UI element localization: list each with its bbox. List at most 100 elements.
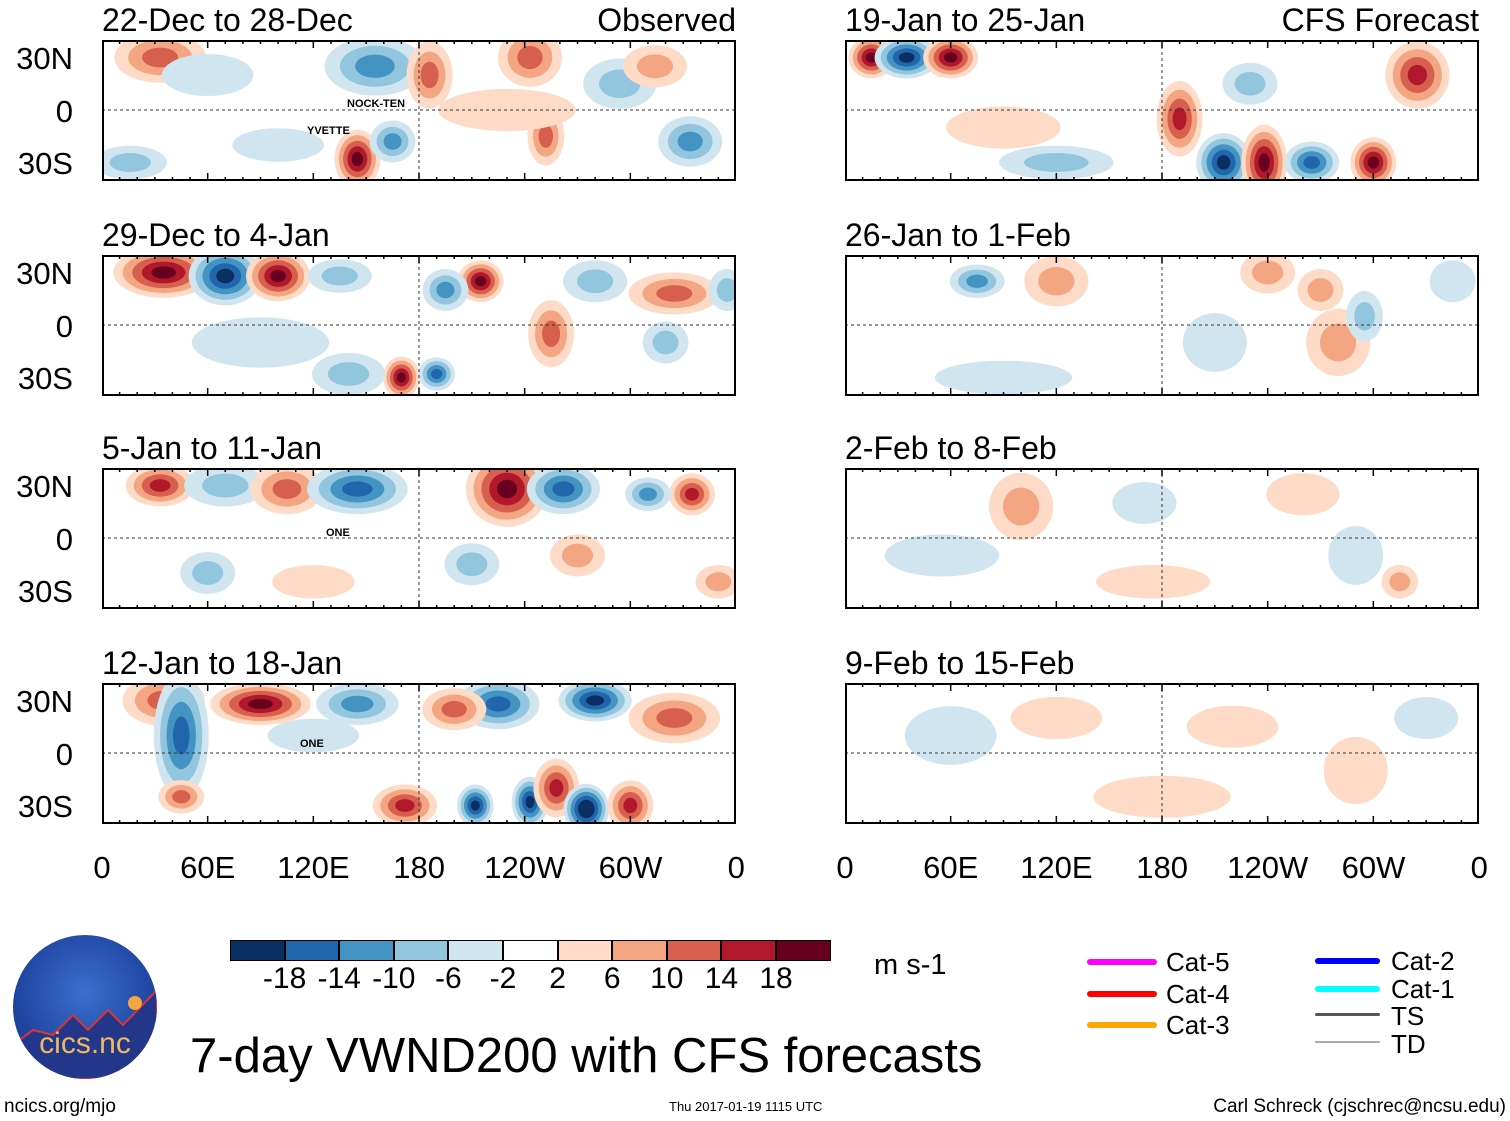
wind-anomaly-contour [1394, 697, 1459, 739]
lat-label: 0 [55, 93, 73, 129]
wind-anomaly-contour [1429, 260, 1476, 303]
wind-anomaly-contour [248, 698, 273, 710]
wind-anomaly-contour [946, 106, 1061, 149]
footer-timestamp: Thu 2017-01-19 1115 UTC [669, 1099, 823, 1114]
wind-anomaly-contour [638, 487, 657, 501]
storm-label: ONE [300, 738, 324, 750]
panel-title: 26-Jan to 1-Feb [845, 217, 1071, 253]
panel-title: 2-Feb to 8-Feb [845, 430, 1057, 466]
colorbar-swatch [284, 940, 340, 961]
wind-anomaly-contour [538, 124, 554, 148]
legend-line-cat-4 [1087, 990, 1157, 997]
wind-anomaly-contour [1182, 313, 1247, 372]
lon-label: 0 [1470, 850, 1488, 885]
lat-label: 0 [55, 521, 73, 557]
wind-anomaly-contour [395, 799, 415, 812]
legend-label: Cat-5 [1166, 947, 1230, 977]
lon-label: 180 [1136, 850, 1188, 885]
legend-line-ts [1315, 1013, 1380, 1016]
wind-anomaly-contour [934, 360, 1073, 395]
wind-anomaly-contour [321, 266, 358, 286]
wind-anomaly-contour [1038, 267, 1075, 296]
wind-anomaly-contour [475, 276, 487, 287]
lat-label: 30S [17, 789, 73, 824]
map-panel [845, 683, 1479, 824]
wind-anomaly-contour [1266, 473, 1340, 516]
map-panel [102, 468, 736, 609]
lon-label: 180 [393, 850, 445, 885]
panel-title: 9-Feb to 15-Feb [845, 645, 1075, 681]
logo: cics.nc [13, 935, 157, 1079]
lat-label: 30S [17, 361, 73, 396]
wind-anomaly-contour [383, 133, 402, 150]
legend-line-cat-2 [1315, 958, 1380, 964]
map-panel [845, 40, 1479, 181]
wind-anomaly-contour [716, 278, 736, 302]
wind-anomaly-contour [576, 269, 614, 294]
wind-anomaly-contour [1303, 156, 1321, 169]
wind-anomaly-contour [232, 128, 324, 162]
colorbar-swatch [448, 940, 503, 961]
wind-anomaly-contour [1093, 775, 1231, 818]
wind-anomaly-contour [884, 534, 1000, 577]
colorbar-label: -2 [489, 962, 517, 995]
wind-anomaly-contour [1252, 260, 1284, 285]
colorbar-swatch [503, 940, 558, 961]
wind-anomaly-contour [151, 266, 176, 279]
lon-label: 60W [1341, 850, 1406, 885]
lat-label: 30N [16, 469, 73, 504]
map-panel [845, 468, 1479, 609]
wind-anomaly-contour [436, 281, 455, 299]
lat-label: 30N [16, 256, 73, 291]
wind-anomaly-contour [966, 274, 988, 288]
legend-label: Cat-2 [1391, 946, 1455, 976]
wind-anomaly-contour [485, 696, 511, 712]
wind-anomaly-contour [420, 61, 439, 89]
legend-label: Cat-4 [1166, 978, 1230, 1009]
lon-label: 120W [1227, 850, 1309, 885]
wind-anomaly-contour [943, 52, 958, 63]
map-panel [102, 40, 736, 181]
wind-anomaly-contour [552, 481, 575, 497]
wind-anomaly-contour [1258, 153, 1270, 172]
wind-anomaly-contour [542, 320, 561, 347]
panel-source-label: CFS Forecast [1281, 2, 1479, 38]
colorbar-swatch [721, 940, 776, 961]
wind-anomaly-contour [656, 285, 693, 302]
lon-label: 60W [598, 850, 663, 885]
lat-label: 30N [16, 41, 73, 76]
panel-title: 5-Jan to 11-Jan [102, 430, 322, 466]
panel-title: 19-Jan to 25-Jan [845, 2, 1086, 38]
wind-anomaly-contour [1186, 705, 1279, 748]
wind-anomaly-contour [267, 718, 360, 753]
wind-anomaly-contour [904, 706, 997, 765]
wind-anomaly-contour [216, 268, 235, 284]
lat-label: 30S [17, 146, 73, 181]
footer-author: Carl Schreck (cjschrec@ncsu.edu) [1213, 1096, 1506, 1117]
wind-anomaly-contour [441, 700, 467, 718]
wind-anomaly-contour [272, 564, 355, 599]
lat-label: 0 [55, 736, 73, 772]
colorbar-swatch [776, 940, 831, 961]
wind-anomaly-contour [456, 552, 488, 577]
footer-url[interactable]: ncics.org/mjo [4, 1096, 116, 1117]
figure-title: 7-day VWND200 with CFS forecasts [190, 1029, 983, 1083]
mountain-icon [13, 988, 157, 1079]
storm-label: ONE [326, 527, 350, 539]
colorbar-swatch [557, 940, 613, 961]
wind-anomaly-contour [327, 362, 370, 386]
wind-anomaly-contour [1328, 526, 1384, 585]
wind-anomaly-contour [652, 330, 679, 355]
wind-anomaly-contour [342, 481, 373, 497]
wind-anomaly-contour [898, 52, 915, 63]
colorbar-label: 6 [603, 962, 621, 995]
wind-anomaly-contour [351, 151, 363, 167]
storm-label: YVETTE [307, 125, 350, 137]
wind-anomaly-contour [1216, 155, 1231, 170]
legend-label: TS [1391, 1001, 1425, 1031]
colorbar-label: 18 [759, 962, 793, 995]
lon-label: 120E [1020, 850, 1093, 885]
wind-anomaly-contour [341, 695, 374, 713]
storm-label: NOCK-TEN [347, 98, 406, 110]
